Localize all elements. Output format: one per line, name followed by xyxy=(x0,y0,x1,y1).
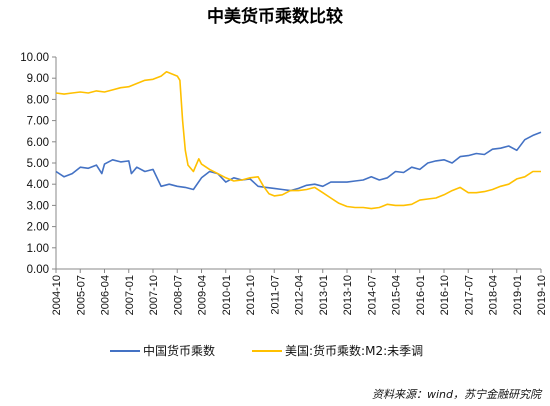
legend-label-us: 美国:货币乘数:M2:未季调 xyxy=(285,343,423,358)
x-tick-label: 2012-04 xyxy=(294,275,306,315)
y-tick-label: 10.00 xyxy=(20,52,49,64)
y-tick-label: 5.00 xyxy=(27,158,49,170)
x-tick-label: 2010-10 xyxy=(245,275,257,315)
series-layer xyxy=(55,71,542,210)
x-tick-label: 2016-01 xyxy=(415,275,427,315)
series-line-us xyxy=(55,71,541,210)
legend-label-china: 中国货币乘数 xyxy=(143,343,215,358)
x-tick-label: 2015-04 xyxy=(391,275,403,315)
x-tick-label: 2018-04 xyxy=(488,275,500,315)
source-note: 资料来源：wind，苏宁金融研究院 xyxy=(372,388,543,401)
y-axis: 0.00 1.00 2.00 3.00 4.00 5.00 6.00 7.00 8.00 9.00… xyxy=(20,52,57,276)
x-tick-label: 2019-10 xyxy=(536,275,548,315)
series-line-china xyxy=(55,131,542,192)
chart-title: 中美货币乘数比较 xyxy=(207,6,343,27)
y-tick-label: 1.00 xyxy=(27,243,49,255)
y-tick-label: 0.00 xyxy=(27,264,49,276)
x-tick-label: 2005-07 xyxy=(75,275,87,315)
y-tick-label: 7.00 xyxy=(27,116,49,128)
legend: 中国货币乘数 美国:货币乘数:M2:未季调 xyxy=(110,343,423,358)
x-tick-label: 2007-10 xyxy=(148,275,160,315)
x-tick-label: 2011-07 xyxy=(269,275,281,315)
x-tick-label: 2006-04 xyxy=(100,275,112,315)
x-tick-label: 2013-10 xyxy=(342,275,354,315)
x-tick-label: 2019-01 xyxy=(512,275,524,315)
x-tick-label: 2008-07 xyxy=(172,275,184,315)
y-tick-label: 2.00 xyxy=(27,222,49,234)
y-tick-label: 4.00 xyxy=(27,179,49,191)
y-tick-label: 6.00 xyxy=(27,137,49,149)
x-tick-label: 2007-01 xyxy=(124,275,136,315)
x-tick-label: 2010-01 xyxy=(221,275,233,315)
x-axis: 2004-10 2005-07 2006-04 2007-01 2007-10 2008-… xyxy=(51,268,548,315)
x-tick-label: 2017-07 xyxy=(463,275,475,315)
x-tick-label: 2014-07 xyxy=(366,275,378,315)
x-tick-label: 2013-01 xyxy=(318,275,330,315)
y-tick-label: 3.00 xyxy=(27,200,49,212)
x-tick-label: 2009-04 xyxy=(197,275,209,315)
y-tick-label: 9.00 xyxy=(27,73,49,85)
x-tick-label: 2016-10 xyxy=(439,275,451,315)
y-tick-label: 8.00 xyxy=(27,94,49,106)
x-tick-label: 2004-10 xyxy=(51,275,63,315)
